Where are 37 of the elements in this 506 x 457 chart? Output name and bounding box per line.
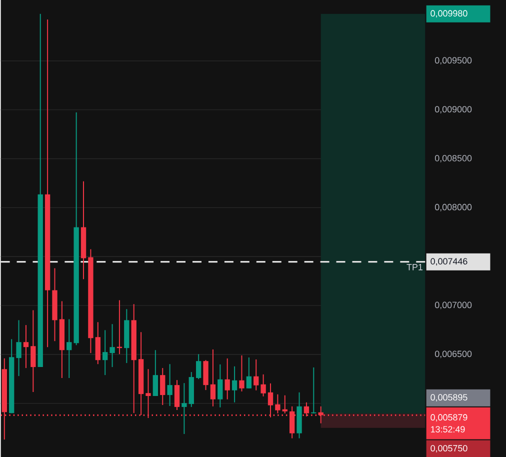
candlestick <box>30 310 36 392</box>
ref-line-label: TP1 <box>406 264 422 270</box>
candlestick <box>282 394 288 414</box>
candlestick <box>196 354 202 380</box>
candlestick <box>232 366 238 403</box>
y-tick-label: 0,007000 <box>434 302 472 310</box>
y-tick-label: 0,009000 <box>434 106 472 114</box>
text: 0,009980 <box>430 10 468 18</box>
text: 0,005879 <box>430 414 468 422</box>
candlestick <box>152 349 158 396</box>
candlestick <box>254 358 259 391</box>
y-tick-label: 0,006500 <box>434 350 472 358</box>
candlestick <box>66 318 72 378</box>
candlestick <box>16 320 22 376</box>
candlestick <box>95 322 100 364</box>
candlestick <box>239 354 244 392</box>
text: 0,005750 <box>430 444 468 452</box>
candlestick <box>260 374 266 397</box>
candlestick <box>102 330 108 376</box>
candlestick <box>23 324 29 368</box>
candlestick <box>246 356 252 389</box>
candlestick <box>224 358 230 400</box>
candlestick <box>182 382 187 434</box>
candlestick <box>203 359 208 390</box>
y-tick-label: 0,008500 <box>434 154 472 162</box>
candlestick <box>167 363 172 406</box>
candlestick <box>218 364 223 408</box>
y-tick-label: 0,008000 <box>434 204 472 212</box>
candlestick <box>160 367 166 406</box>
candlestick <box>174 379 180 410</box>
text: 0,007446 <box>430 258 468 266</box>
y-tick-label: 0,009500 <box>434 57 472 64</box>
text: 0,005895 <box>430 394 468 402</box>
text: 13:52:49 <box>431 426 465 432</box>
candlestick <box>311 366 316 414</box>
candlestick <box>110 323 115 368</box>
candlestick <box>210 348 216 407</box>
